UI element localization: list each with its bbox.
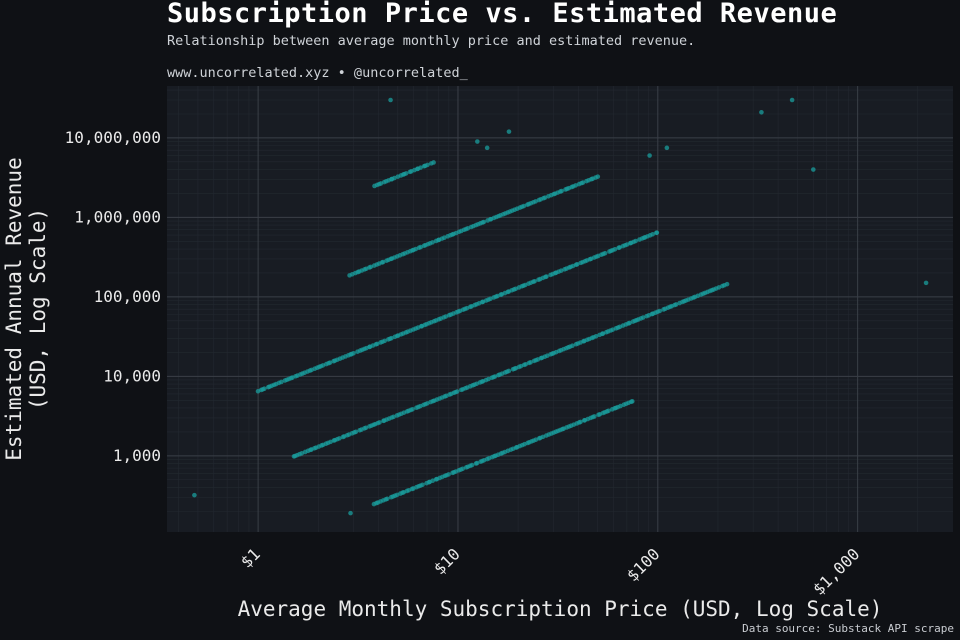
data-point <box>380 259 386 265</box>
data-point <box>425 162 430 168</box>
data-point <box>388 97 393 103</box>
data-point <box>377 420 382 425</box>
data-source-note: Data source: Substack API scrape <box>742 622 954 635</box>
x-tick-label: $10 <box>430 544 464 578</box>
data-point <box>789 97 795 103</box>
chart-subtitle: Relationship between average monthly pri… <box>167 33 696 49</box>
data-point <box>481 219 487 225</box>
y-axis-label: Estimated Annual Revenue(USD, Log Scale) <box>2 157 50 460</box>
data-point <box>392 175 397 181</box>
data-point <box>469 462 475 468</box>
data-point <box>724 281 730 287</box>
data-point <box>528 360 533 365</box>
data-point <box>475 139 480 144</box>
data-point <box>431 160 436 165</box>
y-tick-label: 10,000 <box>103 366 161 385</box>
data-point <box>382 338 387 344</box>
data-point <box>484 145 490 151</box>
data-point <box>664 145 670 151</box>
data-point <box>348 510 353 516</box>
data-point <box>673 302 679 307</box>
data-point <box>279 379 284 385</box>
data-point <box>654 230 660 235</box>
data-point <box>811 167 816 172</box>
data-point <box>521 203 527 209</box>
data-point <box>602 250 608 256</box>
data-point <box>454 389 460 394</box>
data-point <box>633 238 638 244</box>
data-point <box>327 360 333 365</box>
data-point <box>559 188 564 194</box>
data-point <box>650 231 655 237</box>
x-axis-label: Average Monthly Subscription Price (USD,… <box>238 597 883 621</box>
y-tick-label: 100,000 <box>94 287 161 306</box>
chart-byline: www.uncorrelated.xyz • @uncorrelated_ <box>167 65 468 81</box>
data-point <box>595 174 601 179</box>
data-point <box>923 280 929 286</box>
data-point <box>374 341 380 347</box>
y-tick-label: 1,000,000 <box>74 207 161 226</box>
data-point <box>578 419 583 425</box>
data-point <box>570 343 575 348</box>
data-point <box>759 110 764 115</box>
data-point <box>418 165 423 170</box>
data-point <box>446 472 451 477</box>
data-point <box>410 406 415 412</box>
data-point <box>593 333 599 339</box>
x-tick-label: $1,000 <box>809 544 863 598</box>
data-point <box>627 320 632 326</box>
data-point <box>532 278 537 284</box>
y-axis-label-line: (USD, Log Scale) <box>26 208 50 410</box>
data-point <box>460 466 466 472</box>
data-point <box>580 180 586 185</box>
data-point <box>262 386 267 392</box>
data-point <box>403 171 409 176</box>
data-point <box>351 350 356 356</box>
data-point <box>657 308 662 314</box>
data-point <box>618 403 623 409</box>
y-axis-label-line: Estimated Annual Revenue <box>2 157 26 460</box>
data-point <box>192 492 197 498</box>
data-point <box>488 296 493 302</box>
data-point <box>420 482 425 488</box>
data-point <box>612 246 618 252</box>
x-tick-label: $100 <box>623 544 664 585</box>
data-point <box>629 399 635 404</box>
data-point <box>353 429 359 435</box>
data-point <box>544 274 549 279</box>
x-tick-label: $1 <box>237 544 264 571</box>
y-tick-label: 1,000 <box>113 446 161 465</box>
data-point <box>640 315 646 320</box>
data-point <box>506 368 512 374</box>
data-point <box>363 425 369 431</box>
chart-title: Subscription Price vs. Estimated Revenue <box>167 0 838 29</box>
data-point <box>606 408 611 414</box>
data-point <box>574 262 580 267</box>
data-point <box>592 414 597 419</box>
data-point <box>716 285 722 290</box>
data-point <box>384 496 390 502</box>
data-point <box>430 240 435 245</box>
y-tick-label: 10,000,000 <box>65 128 161 147</box>
data-point <box>391 414 396 420</box>
data-point <box>506 129 512 134</box>
data-point <box>474 460 480 466</box>
data-point <box>337 436 342 441</box>
data-point <box>647 153 652 158</box>
